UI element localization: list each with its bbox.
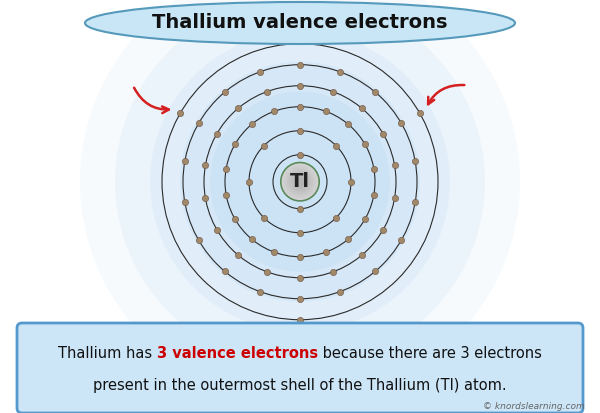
Ellipse shape (80, 0, 520, 402)
FancyBboxPatch shape (17, 323, 583, 413)
Text: © knordslearning.com: © knordslearning.com (483, 402, 585, 411)
Ellipse shape (150, 32, 450, 332)
Text: Tl: Tl (290, 172, 310, 191)
Ellipse shape (115, 0, 485, 367)
Circle shape (293, 175, 307, 189)
Text: Thallium has: Thallium has (58, 346, 157, 361)
Ellipse shape (85, 2, 515, 44)
Text: 3 valence electrons: 3 valence electrons (157, 346, 318, 361)
Circle shape (291, 173, 309, 191)
Text: because there are 3 electrons: because there are 3 electrons (318, 346, 542, 361)
Circle shape (285, 166, 315, 197)
Circle shape (289, 171, 311, 193)
Circle shape (281, 163, 319, 201)
Text: present in the outermost shell of the Thallium (Tl) atom.: present in the outermost shell of the Th… (93, 378, 507, 393)
Circle shape (295, 177, 305, 187)
Text: Thallium valence electrons: Thallium valence electrons (152, 14, 448, 33)
Ellipse shape (210, 92, 390, 272)
Circle shape (283, 164, 317, 199)
Circle shape (287, 169, 313, 195)
Ellipse shape (180, 62, 420, 302)
